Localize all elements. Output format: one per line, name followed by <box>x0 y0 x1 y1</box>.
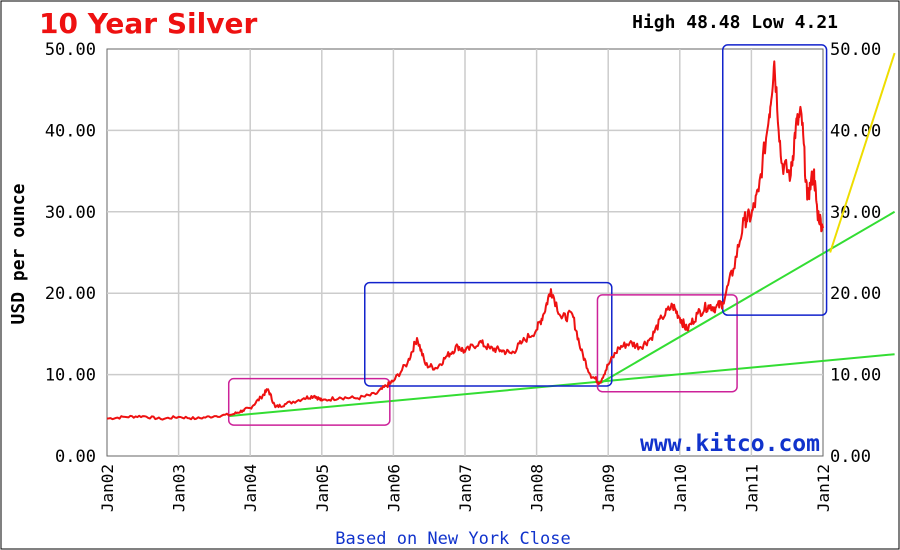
trendline <box>228 353 895 418</box>
x-tick-label: Jan11 <box>742 464 761 512</box>
highlight-box <box>722 44 828 316</box>
y-tick-label: 10.00 <box>45 366 96 386</box>
x-tick-label: Jan10 <box>671 464 690 512</box>
x-tick-label: Jan02 <box>98 464 117 512</box>
y-tick-label: 20.00 <box>45 284 96 304</box>
x-tick-label: Jan09 <box>599 464 618 512</box>
grid-lines <box>107 49 823 456</box>
x-tick-label: Jan07 <box>456 464 475 512</box>
y-axis-right: 0.00 10.00 20.00 30.00 40.00 50.00 <box>830 40 881 467</box>
highlight-box <box>596 294 738 393</box>
chart-title: 10 Year Silver <box>39 7 257 40</box>
y-tick-label-right: 30.00 <box>830 203 881 223</box>
y-axis-title: USD per ounce <box>8 183 29 324</box>
x-axis-title: Based on New York Close <box>335 529 570 549</box>
x-tick-label: Jan03 <box>170 464 189 512</box>
x-tick-label: Jan12 <box>814 464 833 512</box>
x-tick-label: Jan06 <box>384 464 403 512</box>
highlight-box <box>364 281 613 387</box>
y-tick-label-right: 0.00 <box>830 447 871 467</box>
y-tick-label: 50.00 <box>45 40 96 60</box>
y-tick-label: 30.00 <box>45 203 96 223</box>
x-tick-label: Jan04 <box>241 464 260 512</box>
price-series <box>106 60 824 421</box>
y-tick-label-right: 10.00 <box>830 366 881 386</box>
y-tick-label: 40.00 <box>45 121 96 141</box>
x-tick-label: Jan08 <box>528 464 547 512</box>
highlight-boxes <box>227 44 828 426</box>
y-tick-label-right: 40.00 <box>830 121 881 141</box>
highlight-box <box>227 377 391 426</box>
y-tick-label-right: 50.00 <box>830 40 881 60</box>
watermark: www.kitco.com <box>640 431 820 457</box>
high-low-label: High 48.48 Low 4.21 <box>632 12 838 33</box>
trendlines <box>228 52 896 418</box>
y-tick-label-right: 20.00 <box>830 284 881 304</box>
x-axis: Jan02 Jan03 Jan04 Jan05 Jan06 Jan07 Jan08 Jan09… <box>98 464 833 512</box>
silver-price-line <box>106 60 824 421</box>
y-tick-label: 0.00 <box>55 447 96 467</box>
trendline <box>600 210 896 384</box>
x-tick-label: Jan05 <box>313 464 332 512</box>
trendline <box>829 52 896 253</box>
y-axis-left: 0.00 10.00 20.00 30.00 40.00 50.00 <box>45 40 96 467</box>
